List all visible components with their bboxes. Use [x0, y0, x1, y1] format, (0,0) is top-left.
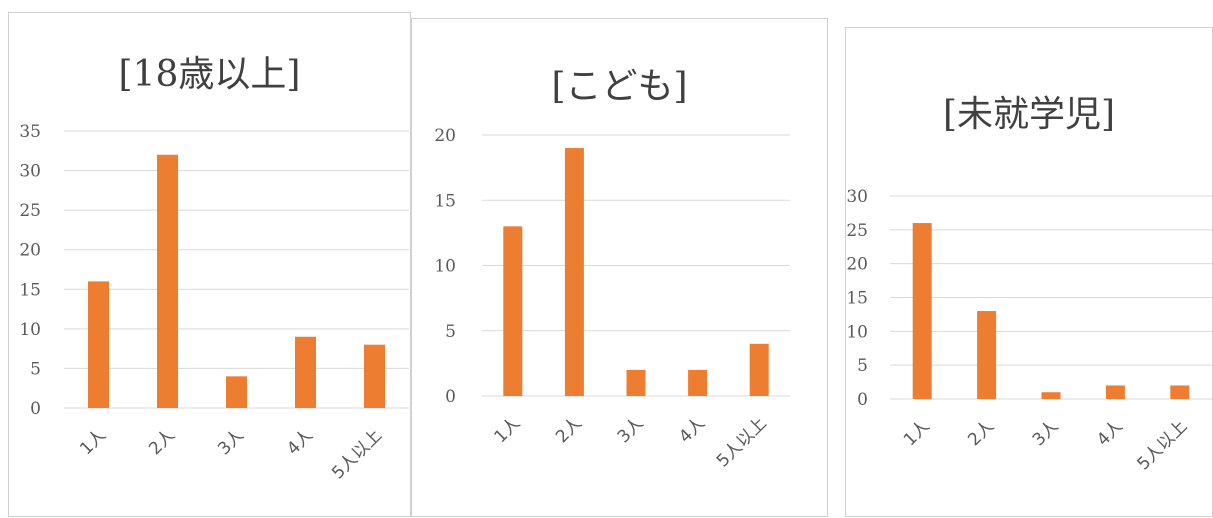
x-tick-label: 5人以上	[328, 425, 386, 483]
bar	[295, 336, 316, 408]
chart-panel-children: [こども] 0 5 10 15 20 1人 2人 3人 4人 5人以上	[411, 18, 828, 517]
y-tick-label: 20	[846, 255, 868, 275]
bar	[626, 369, 646, 396]
bar	[88, 281, 109, 408]
bar	[157, 154, 178, 408]
bar	[1170, 385, 1190, 399]
chart-title: [こども]	[551, 66, 688, 107]
y-tick-label: 35	[19, 122, 41, 142]
bar	[749, 343, 769, 396]
x-tick-label: 1人	[76, 425, 110, 459]
y-tick-label: 0	[857, 390, 868, 410]
x-tick-label: 2人	[145, 425, 179, 459]
y-tick-label: 30	[846, 187, 868, 207]
y-tick-label: 5	[857, 356, 868, 376]
y-tick-label: 25	[19, 201, 41, 221]
bar	[226, 376, 247, 408]
y-tick-label: 20	[434, 126, 456, 146]
y-tick-label: 25	[846, 221, 868, 241]
x-tick-label: 2人	[552, 413, 586, 447]
x-tick-label: 5人以上	[1133, 416, 1191, 474]
bar	[364, 344, 385, 408]
chart-title: [未就学児]	[942, 94, 1116, 135]
x-tick-label: 1人	[900, 416, 934, 450]
y-tick-label: 10	[434, 257, 456, 277]
y-tick-label: 30	[19, 162, 41, 182]
y-tick-label: 20	[19, 241, 41, 261]
x-tick-label: 3人	[214, 425, 248, 459]
x-tick-label: 4人	[675, 413, 709, 447]
y-tick-label: 5	[445, 322, 456, 342]
y-tick-label: 0	[445, 387, 456, 407]
x-tick-label: 4人	[1093, 416, 1127, 450]
y-tick-label: 10	[19, 320, 41, 340]
bar	[912, 223, 932, 399]
y-tick-label: 0	[30, 399, 41, 419]
x-tick-label: 1人	[491, 413, 525, 447]
chart-plot: 0 5 10 15 20 25 30 1人 2人 3人 4人 5人以上	[846, 187, 1212, 474]
y-tick-label: 15	[846, 289, 868, 309]
y-tick-label: 5	[30, 359, 41, 379]
y-tick-label: 15	[434, 191, 456, 211]
bar	[503, 226, 523, 396]
chart-plot: 0 5 10 15 20 25 30 35 1人 2人 3人 4人 5人以上	[19, 122, 409, 483]
chart-plot: 0 5 10 15 20 1人 2人 3人 4人 5人以上	[434, 126, 790, 471]
chart-panel-preschoolers: [未就学児] 0 5 10 15 20 25 30 1人 2人 3人 4人 5人以上	[845, 27, 1213, 517]
x-tick-label: 5人以上	[713, 413, 771, 471]
chart-panel-adults: [18歳以上] 0 5 10 15 20 25 30 35 1人 2人 3人 4人 5人以上	[8, 12, 411, 517]
bar	[688, 369, 708, 396]
y-tick-label: 15	[19, 280, 41, 300]
chart-title: [18歳以上]	[118, 54, 301, 95]
x-tick-label: 4人	[283, 425, 317, 459]
x-tick-label: 3人	[614, 413, 648, 447]
y-tick-label: 10	[846, 322, 868, 342]
bar	[1105, 385, 1125, 399]
bar	[977, 311, 997, 399]
bar	[1041, 392, 1061, 399]
x-tick-label: 2人	[964, 416, 998, 450]
bar	[564, 148, 584, 396]
x-tick-label: 3人	[1029, 416, 1063, 450]
